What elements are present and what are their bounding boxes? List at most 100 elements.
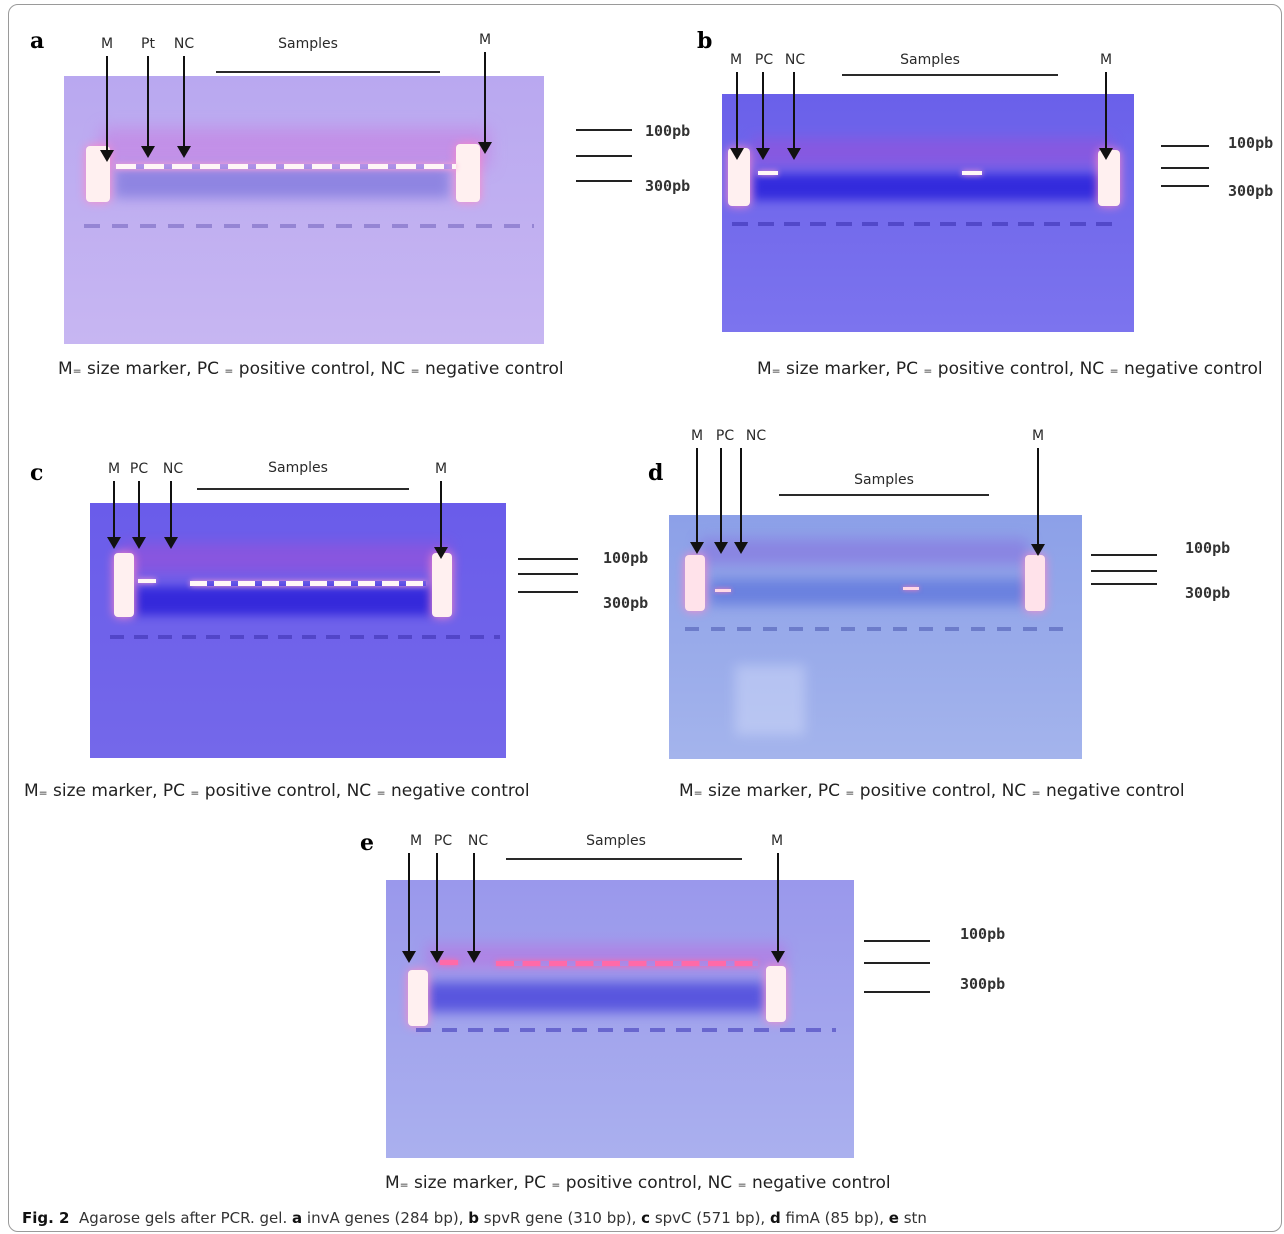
lane-label-pc: PC	[715, 428, 735, 444]
arrow-m-left	[690, 448, 704, 554]
arrow-m-right	[1031, 448, 1045, 556]
ladder-line	[576, 180, 632, 182]
arrow-m-left	[730, 72, 744, 160]
gel-image	[386, 880, 854, 1158]
samples-label: Samples	[854, 472, 914, 488]
ladder-label-bottom: 300pb	[645, 177, 691, 195]
lane-label-nc: NC	[784, 52, 806, 68]
ladder-line	[864, 940, 930, 942]
lane-label-m-right: M	[770, 833, 784, 849]
ladder-line	[518, 573, 578, 575]
lane-label-nc: NC	[467, 833, 489, 849]
legend: M₌ size marker, PC ₌ positive control, N…	[385, 1173, 891, 1193]
ladder-line	[576, 155, 632, 157]
gel-image	[64, 76, 544, 344]
arrow-m-left	[402, 853, 416, 963]
arrow-m-right	[771, 853, 785, 963]
ladder-line	[864, 991, 930, 993]
caption-item-letter: e	[888, 1209, 899, 1227]
caption-item-letter: a	[292, 1209, 303, 1227]
ladder-label-bottom: 300pb	[1228, 182, 1274, 200]
lane-label-m-left: M	[690, 428, 704, 444]
ladder-label-top: 100pb	[603, 549, 649, 567]
lane-label-nc: NC	[745, 428, 767, 444]
lane-label-m-right: M	[1031, 428, 1045, 444]
caption-intro: Agarose gels after PCR. gel.	[79, 1209, 288, 1227]
samples-label: Samples	[900, 52, 960, 68]
caption-item-text: invA genes (284 bp),	[306, 1209, 464, 1227]
ladder-label-top: 100pb	[1185, 539, 1231, 557]
legend: M₌ size marker, PC ₌ positive control, N…	[679, 781, 1185, 801]
gel-image	[722, 94, 1134, 332]
caption-item-text: fimA (85 bp),	[785, 1209, 884, 1227]
arrow-nc	[467, 853, 481, 963]
ladder-line	[1091, 583, 1157, 585]
arrow-pc	[756, 72, 770, 160]
ladder-line	[518, 558, 578, 560]
gel-image	[669, 515, 1082, 759]
ladder-line	[576, 129, 632, 131]
ladder-line	[1161, 167, 1209, 169]
samples-line	[842, 74, 1058, 76]
arrow-nc	[164, 481, 178, 549]
ladder-line	[1161, 145, 1209, 147]
lane-label-nc: NC	[173, 36, 195, 52]
lane-label-pc: Pt	[141, 36, 155, 52]
lane-label-m-left: M	[100, 36, 114, 52]
lane-label-m-right: M	[478, 32, 492, 48]
arrow-pc	[132, 481, 146, 549]
ladder-line	[1161, 185, 1209, 187]
arrow-pc	[141, 56, 155, 158]
ladder-line	[1091, 570, 1157, 572]
arrow-m-right	[434, 481, 448, 559]
panel-letter: e	[360, 830, 374, 856]
ladder-label-top: 100pb	[645, 122, 691, 140]
samples-line	[779, 494, 989, 496]
caption-item-text: spvC (571 bp),	[654, 1209, 766, 1227]
ladder-line	[518, 591, 578, 593]
samples-line	[506, 858, 742, 860]
legend: M₌ size marker, PC ₌ positive control, N…	[24, 781, 530, 801]
legend: M₌ size marker, PC ₌ positive control, N…	[757, 359, 1263, 379]
arrow-m-left	[100, 56, 114, 162]
arrow-pc	[430, 853, 444, 963]
caption-item-letter: c	[641, 1209, 651, 1227]
panel-letter: c	[30, 460, 44, 486]
lane-label-m-left: M	[107, 461, 121, 477]
arrow-nc	[787, 72, 801, 160]
samples-line	[197, 488, 409, 490]
legend: M₌ size marker, PC ₌ positive control, N…	[58, 359, 564, 379]
caption-item-letter: d	[769, 1209, 781, 1227]
arrow-m-left	[107, 481, 121, 549]
arrow-nc	[734, 448, 748, 554]
lane-label-m-right: M	[434, 461, 448, 477]
ladder-line	[1091, 554, 1157, 556]
arrow-m-right	[478, 52, 492, 154]
samples-label: Samples	[586, 833, 646, 849]
lane-label-nc: NC	[162, 461, 184, 477]
caption-item-text: spvR gene (310 bp),	[483, 1209, 637, 1227]
lane-label-m-right: M	[1099, 52, 1113, 68]
lane-label-pc: PC	[754, 52, 774, 68]
samples-line	[216, 71, 440, 73]
arrow-nc	[177, 56, 191, 158]
arrow-pc	[714, 448, 728, 554]
ladder-label-bottom: 300pb	[603, 594, 649, 612]
ladder-label-bottom: 300pb	[960, 975, 1006, 993]
samples-label: Samples	[278, 36, 338, 52]
ladder-label-top: 100pb	[960, 925, 1006, 943]
ladder-label-bottom: 300pb	[1185, 584, 1231, 602]
ladder-line	[864, 962, 930, 964]
panel-letter: d	[648, 460, 664, 486]
caption-fig-label: Fig. 2	[22, 1209, 70, 1227]
lane-label-m-left: M	[409, 833, 423, 849]
caption-item-text: stn	[903, 1209, 927, 1227]
gel-image	[90, 503, 506, 758]
panel-letter: a	[30, 28, 45, 54]
lane-label-pc: PC	[433, 833, 453, 849]
panel-letter: b	[697, 28, 713, 54]
lane-label-pc: PC	[129, 461, 149, 477]
arrow-m-right	[1099, 72, 1113, 160]
ladder-label-top: 100pb	[1228, 134, 1274, 152]
figure-caption: Fig. 2 Agarose gels after PCR. gel. a in…	[22, 1209, 927, 1227]
